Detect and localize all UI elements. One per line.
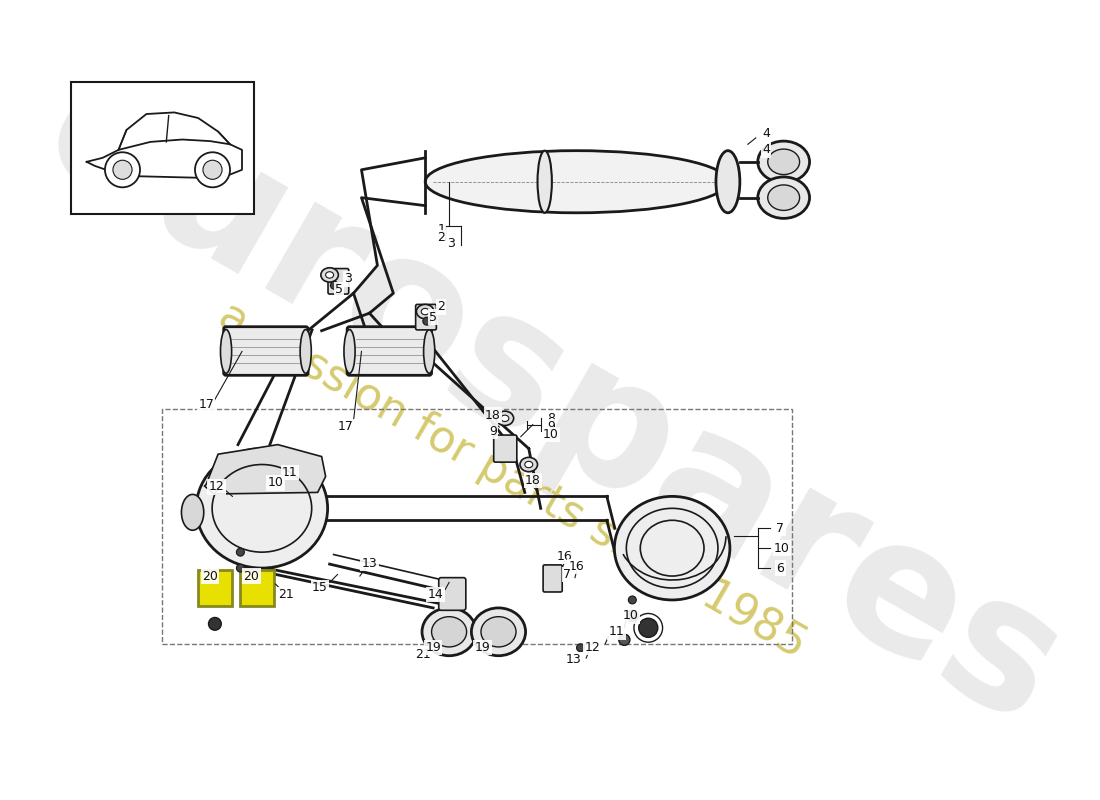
Ellipse shape	[758, 141, 810, 182]
Ellipse shape	[424, 330, 434, 374]
Text: 19: 19	[426, 642, 441, 654]
Text: 21: 21	[415, 648, 431, 661]
Ellipse shape	[768, 149, 800, 174]
Ellipse shape	[182, 494, 204, 530]
Text: 4: 4	[762, 143, 770, 156]
FancyBboxPatch shape	[543, 565, 562, 592]
FancyBboxPatch shape	[439, 578, 465, 610]
Bar	[70, 82, 254, 214]
Circle shape	[639, 618, 658, 638]
Ellipse shape	[500, 415, 509, 422]
Circle shape	[330, 282, 339, 290]
Ellipse shape	[520, 458, 538, 472]
Ellipse shape	[496, 411, 514, 426]
Text: 19: 19	[475, 642, 491, 654]
Text: 5: 5	[336, 282, 343, 296]
Text: 20: 20	[243, 570, 260, 582]
Circle shape	[113, 160, 132, 179]
FancyBboxPatch shape	[328, 269, 349, 294]
Text: 10: 10	[774, 542, 790, 554]
Polygon shape	[205, 445, 326, 494]
Ellipse shape	[472, 608, 526, 656]
Circle shape	[619, 634, 630, 646]
Text: 2: 2	[437, 300, 446, 314]
Text: eurospares: eurospares	[14, 39, 1091, 762]
Circle shape	[627, 610, 638, 622]
Text: 8: 8	[547, 412, 556, 425]
Ellipse shape	[431, 617, 466, 647]
Ellipse shape	[220, 330, 232, 374]
Text: 18: 18	[525, 474, 541, 487]
Text: 10: 10	[267, 476, 284, 490]
Text: 12: 12	[209, 480, 224, 494]
Ellipse shape	[300, 330, 311, 374]
Text: 17: 17	[338, 420, 353, 433]
Text: 10: 10	[543, 428, 559, 441]
Text: 6: 6	[777, 562, 784, 574]
Text: 9: 9	[490, 425, 497, 438]
Ellipse shape	[196, 449, 328, 568]
Ellipse shape	[426, 150, 728, 213]
Text: 13: 13	[565, 653, 581, 666]
Text: 13: 13	[362, 557, 377, 570]
Circle shape	[209, 618, 221, 630]
Text: 5: 5	[429, 310, 437, 324]
Circle shape	[236, 548, 244, 556]
Bar	[198, 570, 232, 606]
Text: 10: 10	[623, 610, 639, 622]
Ellipse shape	[538, 150, 552, 213]
Ellipse shape	[422, 608, 476, 656]
Text: 14: 14	[428, 588, 443, 601]
Text: 1: 1	[437, 223, 446, 236]
Ellipse shape	[417, 305, 434, 318]
Text: 3: 3	[448, 237, 455, 250]
Circle shape	[576, 644, 584, 652]
Ellipse shape	[344, 330, 355, 374]
Text: a passion for parts since 1985: a passion for parts since 1985	[211, 294, 814, 667]
Text: 15: 15	[312, 582, 328, 594]
FancyBboxPatch shape	[494, 435, 517, 462]
FancyBboxPatch shape	[348, 326, 431, 375]
Text: 12: 12	[584, 642, 601, 654]
Text: 11: 11	[608, 626, 625, 638]
Ellipse shape	[326, 272, 333, 278]
Ellipse shape	[421, 308, 429, 314]
Ellipse shape	[716, 150, 740, 213]
Ellipse shape	[758, 177, 810, 218]
Circle shape	[422, 317, 431, 325]
Ellipse shape	[768, 185, 800, 210]
Circle shape	[628, 596, 636, 604]
Text: 9: 9	[547, 420, 556, 433]
Text: 21: 21	[278, 588, 294, 601]
Text: 16: 16	[569, 560, 584, 573]
Text: 18: 18	[485, 409, 501, 422]
Bar	[241, 570, 274, 606]
Text: 7: 7	[563, 568, 571, 581]
Text: 7: 7	[777, 522, 784, 534]
Circle shape	[195, 152, 230, 187]
Ellipse shape	[615, 496, 730, 600]
Text: 17: 17	[198, 398, 214, 411]
Text: 4: 4	[762, 127, 770, 141]
Text: 2: 2	[437, 231, 446, 244]
Circle shape	[104, 152, 140, 187]
Ellipse shape	[481, 617, 516, 647]
Text: 3: 3	[344, 273, 352, 286]
Ellipse shape	[321, 268, 339, 282]
FancyBboxPatch shape	[416, 305, 437, 330]
Text: 20: 20	[202, 570, 218, 582]
Text: 11: 11	[282, 466, 298, 479]
Circle shape	[236, 564, 244, 572]
Circle shape	[204, 160, 222, 179]
Ellipse shape	[525, 462, 532, 468]
FancyBboxPatch shape	[223, 326, 308, 375]
Bar	[163, 409, 792, 644]
Text: 16: 16	[557, 550, 572, 562]
